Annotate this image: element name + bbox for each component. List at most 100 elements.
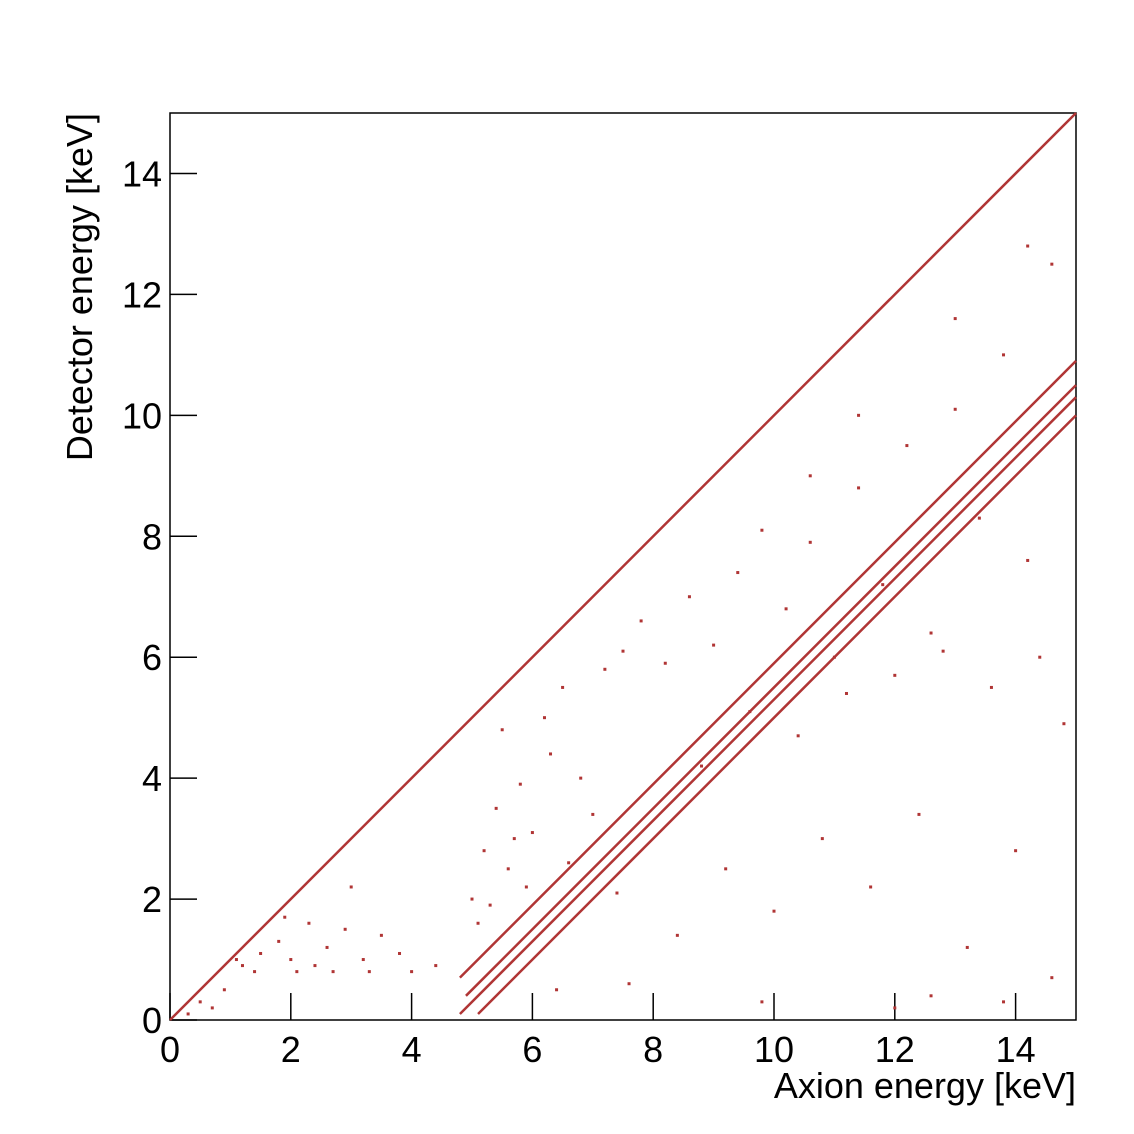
y-axis-label: Detector energy [keV] (59, 113, 100, 461)
scatter-point (555, 988, 559, 992)
scatter-point (488, 903, 492, 907)
scatter-point (289, 958, 293, 962)
y-tick-label: 8 (142, 516, 162, 557)
scatter-point (579, 776, 583, 780)
scatter-point (893, 1006, 897, 1010)
scatter-point (410, 970, 414, 974)
scatter-point (627, 982, 631, 986)
scatter-point (1038, 655, 1042, 659)
x-tick-label: 10 (754, 1029, 794, 1070)
scatter-point (476, 921, 480, 925)
scatter-point (796, 734, 800, 738)
scatter-point (989, 685, 993, 689)
scatter-point (1050, 976, 1054, 980)
scatter-point (253, 970, 257, 974)
scatter-point (1014, 849, 1018, 853)
scatter-point (953, 317, 957, 321)
scatter-point (1026, 558, 1030, 562)
scatter-point (283, 915, 287, 919)
scatter-point (1002, 1000, 1006, 1004)
x-tick-label: 2 (281, 1029, 301, 1070)
scatter-point (905, 444, 909, 448)
x-tick-label: 12 (875, 1029, 915, 1070)
scatter-point (820, 837, 824, 841)
scatter-point (639, 619, 643, 623)
scatter-point (591, 812, 595, 816)
scatter-point (398, 951, 402, 955)
scatter-point (760, 528, 764, 532)
scatter-point (234, 958, 238, 962)
scatter-point (482, 849, 486, 853)
scatter-point (929, 631, 933, 635)
scatter-point (295, 970, 299, 974)
scatter-point (512, 837, 516, 841)
scatter-point (313, 964, 317, 968)
y-tick-label: 2 (142, 879, 162, 920)
scatter-point (760, 1000, 764, 1004)
scatter-point (603, 667, 607, 671)
scatter-point (869, 885, 873, 889)
x-tick-label: 8 (643, 1029, 663, 1070)
scatter-point (881, 583, 885, 587)
x-tick-label: 6 (522, 1029, 542, 1070)
scatter-point (1050, 262, 1054, 266)
scatter-point (561, 685, 565, 689)
scatter-point (808, 474, 812, 478)
scatter-point (379, 933, 383, 937)
scatter-point (361, 958, 365, 962)
scatter-point (494, 806, 498, 810)
scatter-point (857, 486, 861, 490)
scatter-point (784, 607, 788, 611)
diagonal-line (169, 112, 1077, 1021)
scatter-point (700, 764, 704, 768)
scatter-point (615, 891, 619, 895)
scatter-point (240, 964, 244, 968)
scatter-point (500, 728, 504, 732)
scatter-point (663, 661, 667, 665)
y-tick-label: 12 (122, 274, 162, 315)
scatter-point (307, 921, 311, 925)
scatter-point (953, 407, 957, 411)
scatter-point (1002, 353, 1006, 357)
scatter-point (844, 691, 848, 695)
scatter-point (210, 1006, 214, 1010)
scatter-point (736, 571, 740, 575)
scatter-point (772, 909, 776, 913)
scatter-point (549, 752, 553, 756)
scatter-point (832, 655, 836, 659)
y-tick-label: 4 (142, 758, 162, 799)
scatter-point (470, 897, 474, 901)
scatter-point (724, 867, 728, 871)
scatter-point (259, 951, 263, 955)
diagonal-line (459, 396, 1077, 1015)
scatter-point (367, 970, 371, 974)
scatter-point (186, 1012, 190, 1016)
scatter-point (929, 994, 933, 998)
scatter-point (621, 649, 625, 653)
y-tick-label: 14 (122, 153, 162, 194)
scatter-point (748, 710, 752, 714)
x-tick-label: 14 (996, 1029, 1036, 1070)
scatter-point (277, 939, 281, 943)
x-tick-label: 4 (402, 1029, 422, 1070)
plot-frame (169, 112, 1077, 1021)
scatter-point (542, 716, 546, 720)
scatter-point (567, 861, 571, 865)
scatter-point (222, 988, 226, 992)
scatter-point (941, 649, 945, 653)
x-tick-label: 0 (160, 1029, 180, 1070)
y-tick-label: 6 (142, 637, 162, 678)
scatter-point (325, 945, 329, 949)
scatter-point (530, 831, 534, 835)
scatter-point (524, 885, 528, 889)
scatter-point (917, 812, 921, 816)
scatter-point (349, 885, 353, 889)
y-tick-label: 10 (122, 395, 162, 436)
scatter-point (965, 945, 969, 949)
scatter-point (675, 933, 679, 937)
scatter-point (1026, 244, 1030, 248)
scatter-point (198, 1000, 202, 1004)
x-axis-label: Axion energy [keV] (774, 1065, 1076, 1106)
scatter-point (331, 970, 335, 974)
